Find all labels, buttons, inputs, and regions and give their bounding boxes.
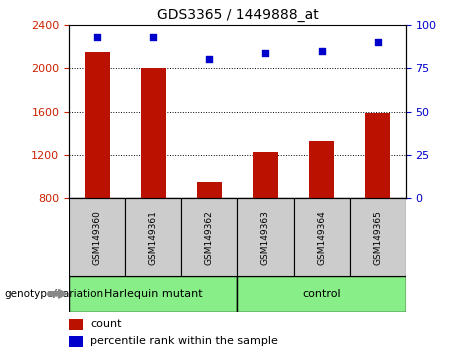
Bar [125, 198, 181, 276]
Text: count: count [90, 319, 122, 329]
Text: GSM149362: GSM149362 [205, 210, 214, 264]
Text: GSM149360: GSM149360 [93, 210, 102, 265]
Point [94, 34, 101, 40]
Bar [237, 198, 294, 276]
Text: GSM149363: GSM149363 [261, 210, 270, 265]
Point [206, 57, 213, 62]
Bar [197, 182, 222, 198]
Text: percentile rank within the sample: percentile rank within the sample [90, 336, 278, 346]
Text: genotype/variation: genotype/variation [5, 289, 104, 299]
Bar [294, 198, 349, 276]
Text: GSM149364: GSM149364 [317, 210, 326, 264]
Bar [84, 52, 110, 198]
Text: control: control [302, 289, 341, 299]
Bar [69, 319, 83, 330]
Text: GSM149361: GSM149361 [149, 210, 158, 265]
Title: GDS3365 / 1449888_at: GDS3365 / 1449888_at [157, 8, 318, 22]
Bar [69, 276, 237, 312]
Bar [253, 152, 278, 198]
Text: Harlequin mutant: Harlequin mutant [104, 289, 202, 299]
Bar [349, 198, 406, 276]
Bar [309, 141, 334, 198]
Bar [141, 68, 166, 198]
Bar [237, 276, 406, 312]
Text: GSM149365: GSM149365 [373, 210, 382, 265]
Bar [69, 336, 83, 347]
Point [262, 50, 269, 55]
Bar [181, 198, 237, 276]
Bar [365, 113, 390, 198]
Point [149, 34, 157, 40]
Point [318, 48, 325, 53]
Point [374, 39, 381, 45]
Bar [69, 198, 125, 276]
